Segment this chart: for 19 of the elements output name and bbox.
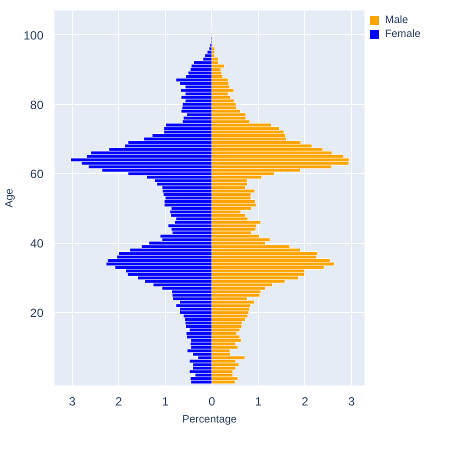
bar — [204, 54, 212, 58]
x-tick-label: 3 — [68, 394, 76, 408]
bar — [212, 46, 215, 51]
legend-label: Female — [385, 28, 421, 40]
bar — [208, 46, 212, 51]
y-tick-label: 100 — [23, 28, 44, 42]
y-tick-label: 60 — [30, 167, 44, 182]
x-tick-label: 3 — [348, 394, 356, 408]
y-tick-label: 40 — [30, 236, 44, 251]
x-tick-label: 0 — [208, 394, 216, 408]
x-tick-label: 2 — [302, 394, 309, 408]
x-tick-label: 2 — [115, 394, 122, 408]
y-tick-label: 80 — [30, 98, 44, 112]
x-tick-label: 1 — [255, 394, 262, 408]
y-axis-title: Age — [3, 188, 16, 208]
x-axis-title: Percentage — [182, 414, 237, 426]
y-tick-label: 20 — [30, 306, 44, 320]
x-tick-label: 1 — [162, 394, 169, 408]
legend-label: Male — [385, 14, 408, 26]
